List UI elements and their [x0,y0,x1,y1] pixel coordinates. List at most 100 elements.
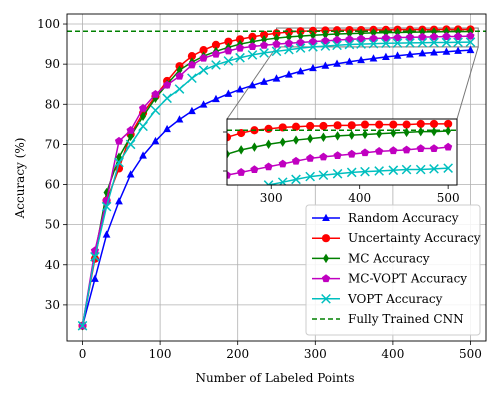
mc-vopt-accuracy [78,31,475,330]
mc-vopt-accuracy-point [138,103,148,112]
inset-uncertainty-accuracy-point [264,124,273,133]
inset-uncertainty-accuracy-point [375,120,384,129]
inset-mc-accuracy-point [182,170,188,179]
x-tick-label: 100 [149,347,172,361]
random-accuracy-point [139,151,147,159]
vopt-accuracy-point [295,43,306,53]
inset-uncertainty-accuracy-point [389,120,398,129]
inset-uncertainty-accuracy-point [140,192,148,200]
inset-mc-vopt-accuracy-point [126,244,134,252]
inset-random-accuracy-point [251,266,259,273]
random-accuracy-point [357,55,365,64]
inset-vopt-accuracy-point [401,164,412,175]
inset-vopt-accuracy-point [209,202,218,211]
inset-vopt-accuracy-point [237,191,246,200]
vopt-accuracy-point [453,37,463,48]
inset-vopt-accuracy-point [318,170,329,181]
mc-vopt-accuracy-point [442,32,451,40]
mc-vopt-accuracy-point [308,37,318,46]
inset-vopt-accuracy [140,163,453,271]
inset-vopt-accuracy-point [360,166,370,177]
legend-marker [322,213,330,222]
mc-accuracy-point [309,30,316,40]
x-tick-label: 0 [79,347,87,361]
random-accuracy-point [126,170,135,178]
random-accuracy-point [272,74,281,82]
inset-uncertainty-accuracy-point [168,163,176,171]
random-accuracy-point [260,77,268,85]
uncertainty-accuracy-point [235,35,245,44]
random-accuracy-point [163,124,171,133]
mc-vopt-accuracy-point [369,34,378,42]
mc-vopt-accuracy-point [381,33,390,42]
inset-vopt-accuracy-point [140,262,149,271]
uncertainty-accuracy-point [284,27,293,37]
inset-uncertainty-accuracy-point [333,121,342,130]
legend-label: VOPT Accuracy [347,292,443,306]
vopt-accuracy-point [101,201,112,212]
mc-vopt-accuracy-point [224,46,233,55]
uncertainty-accuracy-point [260,30,269,39]
inset-x-tick-label: 300 [260,191,283,205]
uncertainty-accuracy-point [224,37,233,46]
mc-vopt-accuracy-point [321,36,330,45]
inset-uncertainty-accuracy-point [181,154,189,162]
inset-mc-vopt-accuracy-point [360,148,370,157]
inset-mc-accuracy-point [334,131,341,141]
inset-random-accuracy-point [196,316,204,323]
mc-accuracy-point [322,29,329,40]
random-accuracy-point [151,136,160,145]
vopt-accuracy-point [223,56,234,66]
random-accuracy-point [406,50,414,58]
vopt-accuracy-point [320,41,331,51]
vopt-accuracy-point [392,38,403,48]
inset-uncertainty-accuracy-point [291,122,301,131]
random-accuracy-point [115,197,123,205]
random-accuracy-point [175,115,184,123]
inset-mc-vopt-accuracy-point [209,175,217,183]
legend-entry-fully-trained-cnn: Fully Trained CNN [312,312,464,326]
legend-marker [321,274,331,283]
inset-mc-vopt-accuracy-line [227,146,449,176]
random-accuracy-point [296,67,305,75]
vopt-accuracy [77,37,476,331]
inset-mc-vopt-accuracy-point [195,179,203,187]
legend-entry-mc-accuracy: MC Accuracy [312,251,430,265]
random-accuracy-point [236,85,244,93]
random-accuracy-point [199,100,208,108]
random-accuracy-point [345,57,354,65]
x-tick-label: 300 [304,347,327,361]
inset-mc-vopt-accuracy-point [98,314,106,322]
vopt-accuracy-point [150,105,161,116]
vopt-accuracy-point [344,39,355,50]
mc-vopt-accuracy-point [199,53,208,62]
inset-uncertainty-accuracy-point [98,300,106,308]
inset-mc-vopt-accuracy-point [181,185,189,193]
mc-vopt-accuracy-point [235,43,245,52]
vopt-accuracy-point [356,39,366,49]
inset-mc-vopt-accuracy-point [264,162,273,171]
inset-mc-accuracy-point [265,139,272,150]
inset-vopt-accuracy-point [277,177,288,185]
inset-mc-vopt-accuracy-point [154,206,162,214]
inset-mc-accuracy-point [210,155,216,164]
random-accuracy-point [454,46,462,54]
vopt-accuracy-point [162,93,172,104]
random-accuracy-point [393,51,402,59]
inset-mc-accuracy-point [430,126,438,137]
inset-vopt-accuracy-point [181,219,190,228]
inset-mc-accuracy-point [376,129,383,139]
inset-mc-vopt-accuracy-point [168,195,176,203]
vopt-accuracy-point [235,52,245,63]
inset-vopt-accuracy-point [332,168,343,179]
legend-label: MC Accuracy [348,251,430,265]
inset-mc-vopt-accuracy-point [389,146,398,155]
x-tick-label: 500 [459,347,482,361]
mc-vopt-accuracy-point [296,38,305,46]
inset-vopt-accuracy-point [250,184,259,185]
random-accuracy-point [466,45,475,54]
mc-vopt-accuracy-point [466,31,475,40]
inset-mc-vopt-accuracy-point [237,168,246,176]
legend-entry-mc-vopt-accuracy: MC-VOPT Accuracy [312,272,467,286]
random-accuracy-point [382,52,390,60]
